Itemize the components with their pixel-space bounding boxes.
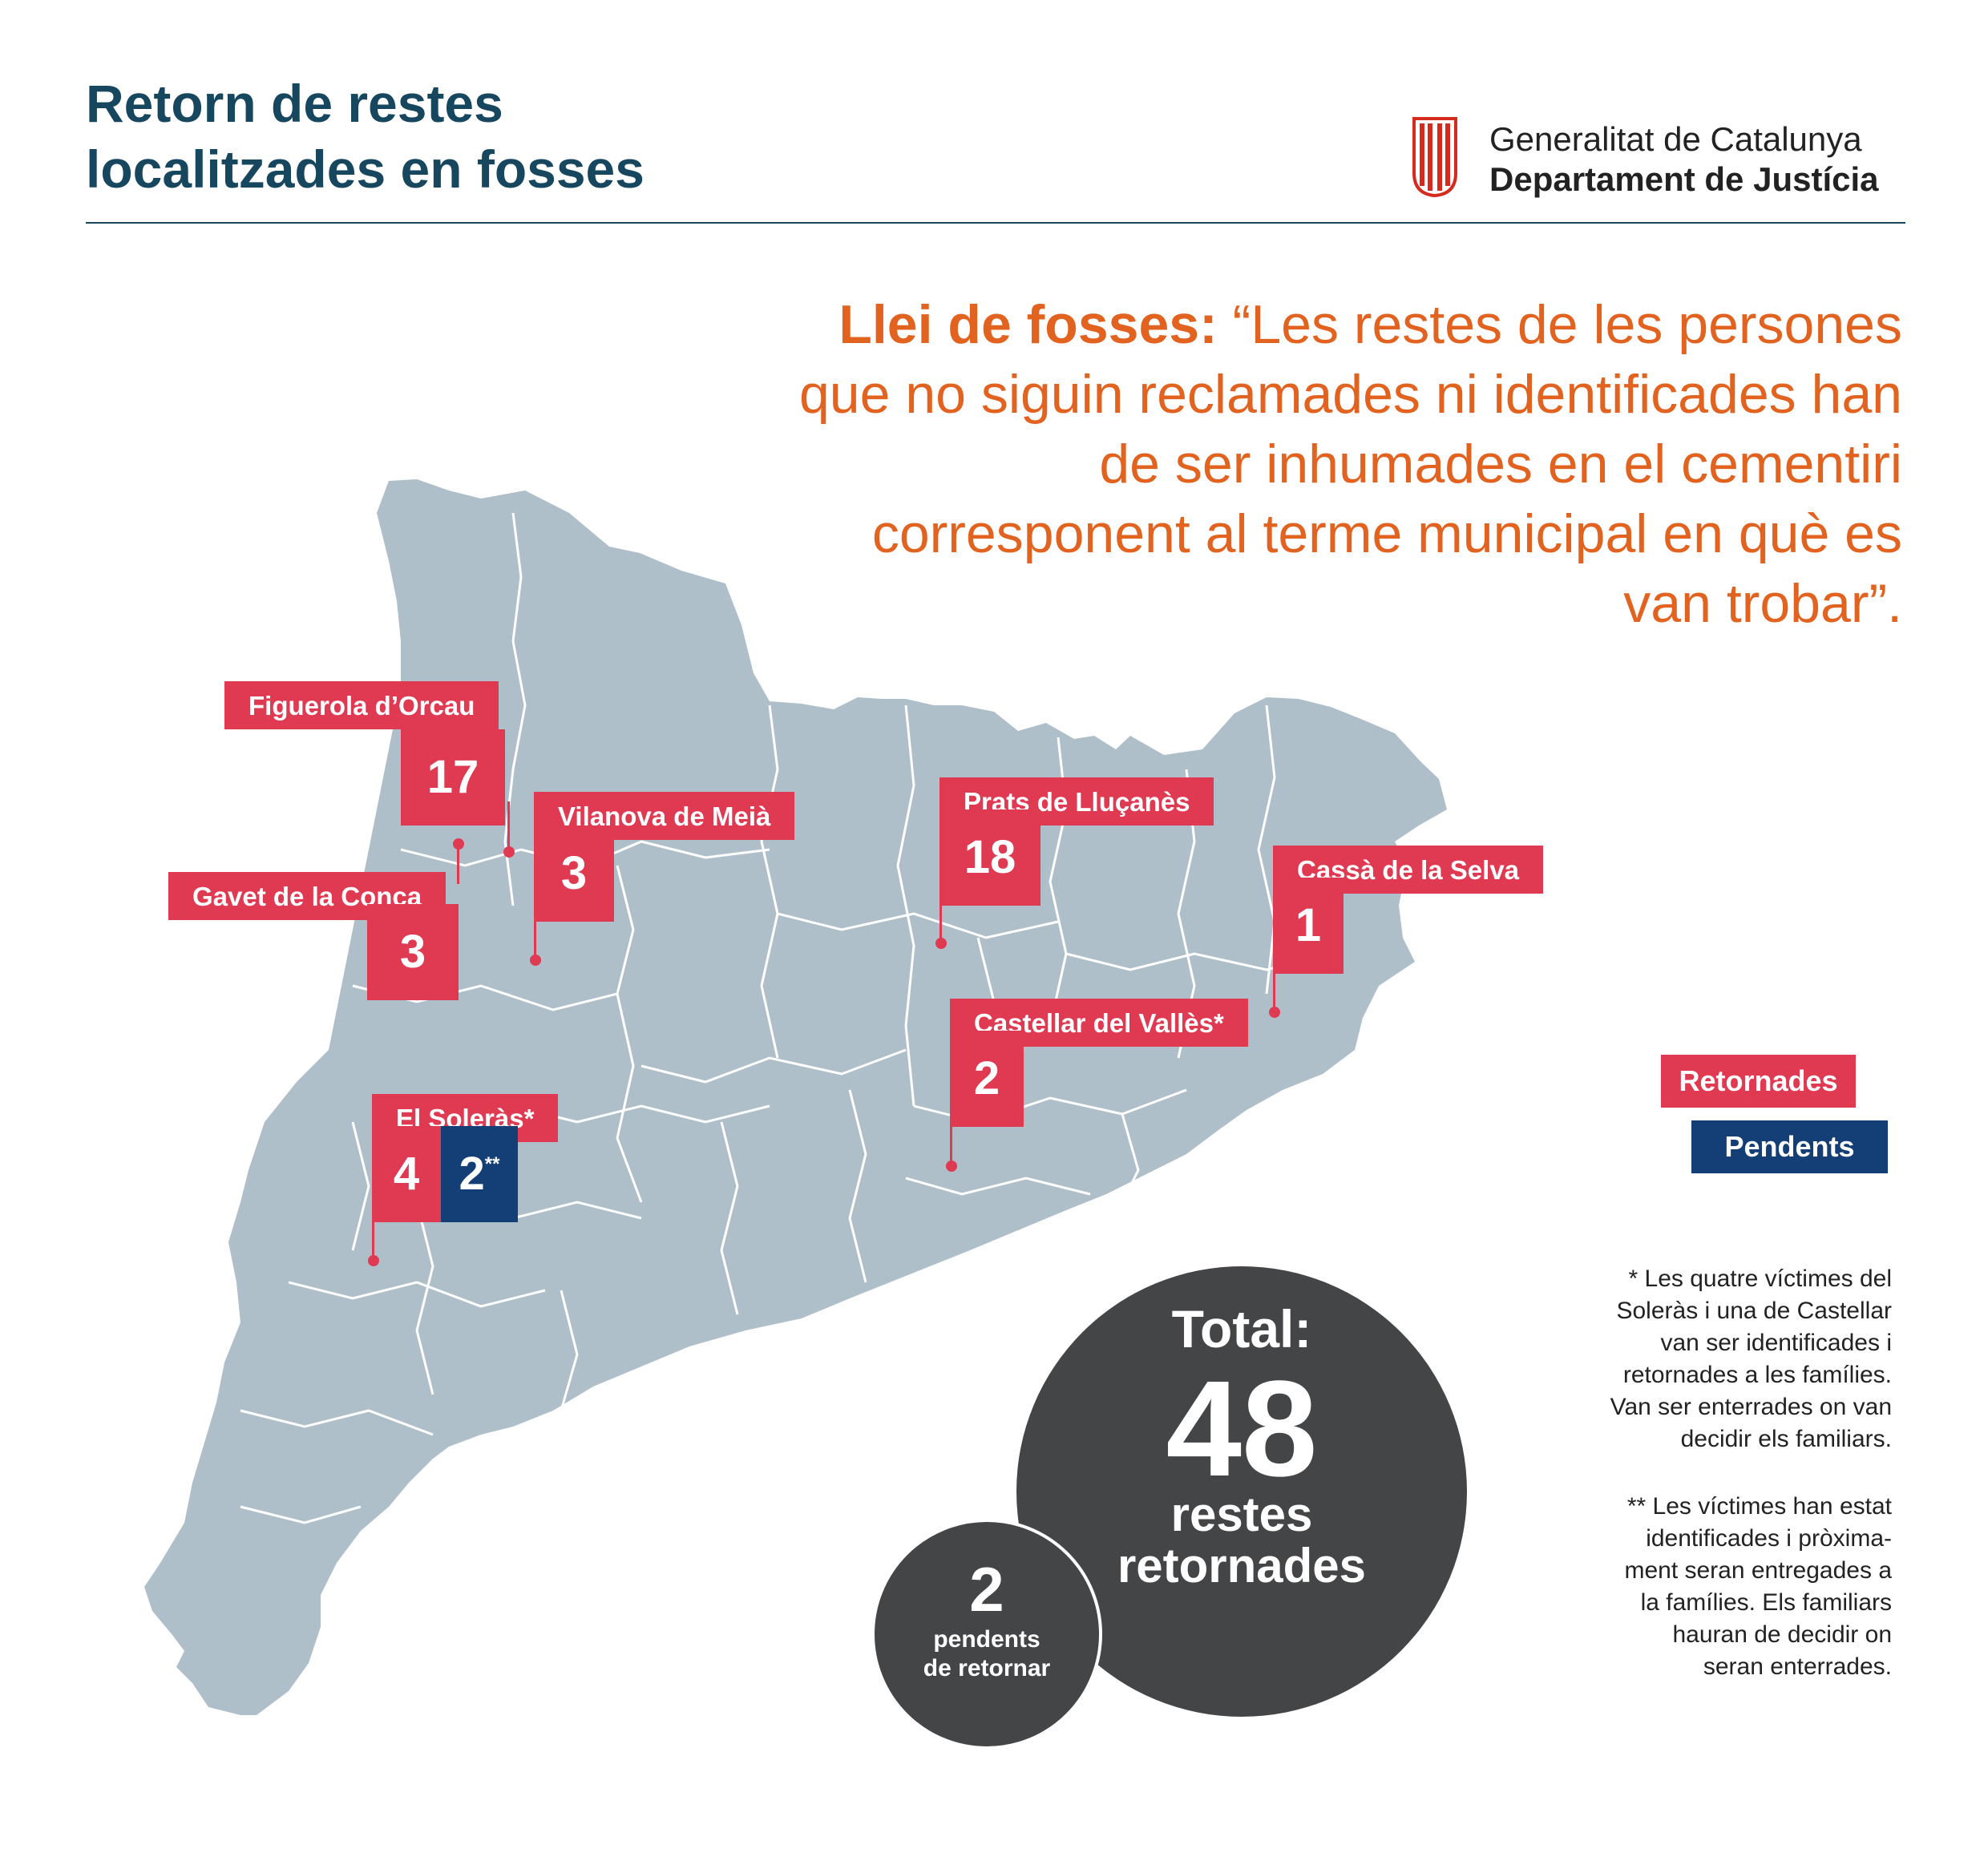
marker-stem-soleras	[372, 1210, 374, 1258]
quote-lead: Llei de fosses:	[838, 294, 1218, 355]
marker-stem-cassa	[1273, 938, 1275, 1010]
marker-stem-figuerola	[507, 801, 510, 852]
marker-stem-gavet	[457, 842, 459, 884]
pending-value: 2	[969, 1554, 1004, 1625]
marker-stem-prats	[939, 898, 942, 943]
title-line-1: Retorn de restes	[86, 74, 503, 133]
marker-dot-castellar	[946, 1161, 957, 1172]
pending-unit: pendents de retornar	[923, 1626, 1051, 1681]
total-unit: restes retornades	[1117, 1488, 1367, 1593]
returned-count-soleras: 4	[372, 1126, 441, 1222]
returned-count-castellar: 2	[950, 1031, 1024, 1127]
department-name: Departament de Justícia	[1489, 160, 1879, 198]
marker-stem-vilanova	[534, 906, 536, 960]
quote-text: “Les restes de les persones que no sigui…	[798, 294, 1902, 634]
pending-count-soleras-value: 2	[459, 1148, 485, 1200]
footnote-single-asterisk: * Les quatre víctimes del Soleràs i una …	[1610, 1266, 1892, 1452]
legend-returned: Retornades	[1661, 1055, 1856, 1108]
returned-count-figuerola: 17	[401, 729, 505, 826]
header-divider	[86, 222, 1905, 224]
pending-count-soleras: 2**	[441, 1126, 518, 1222]
page-title: Retorn de restes localitzades en fosses	[86, 71, 968, 202]
total-value: 48	[1166, 1353, 1318, 1505]
marker-dot-vilanova	[530, 955, 541, 966]
marker-dot-prats	[935, 938, 947, 949]
government-name: Generalitat de Catalunya	[1489, 120, 1862, 158]
generalitat-logo-icon	[1412, 117, 1457, 197]
returned-count-vilanova: 3	[534, 826, 614, 922]
returned-count-cassa: 1	[1273, 878, 1344, 974]
marker-dot-figuerola	[503, 846, 515, 858]
footnote-double-asterisk: ** Les víctimes han estat identificades …	[1624, 1493, 1892, 1680]
marker-dot-soleras	[368, 1255, 379, 1266]
total-label: Total:	[1171, 1299, 1312, 1358]
pending-count-soleras-mark: **	[484, 1153, 500, 1175]
marker-dot-gavet	[453, 838, 464, 850]
title-line-2: localitzades en fosses	[86, 139, 644, 199]
legend-pending: Pendents	[1691, 1120, 1888, 1173]
marker-dot-cassa	[1269, 1007, 1280, 1018]
pending-circle	[871, 1519, 1102, 1750]
returned-count-prats: 18	[939, 809, 1040, 906]
location-label-figuerola: Figuerola d’Orcau	[224, 681, 499, 729]
law-quote: Llei de fosses: “Les restes de les perso…	[780, 290, 1902, 639]
marker-stem-castellar	[950, 1114, 952, 1162]
returned-count-gavet: 3	[367, 904, 459, 1000]
